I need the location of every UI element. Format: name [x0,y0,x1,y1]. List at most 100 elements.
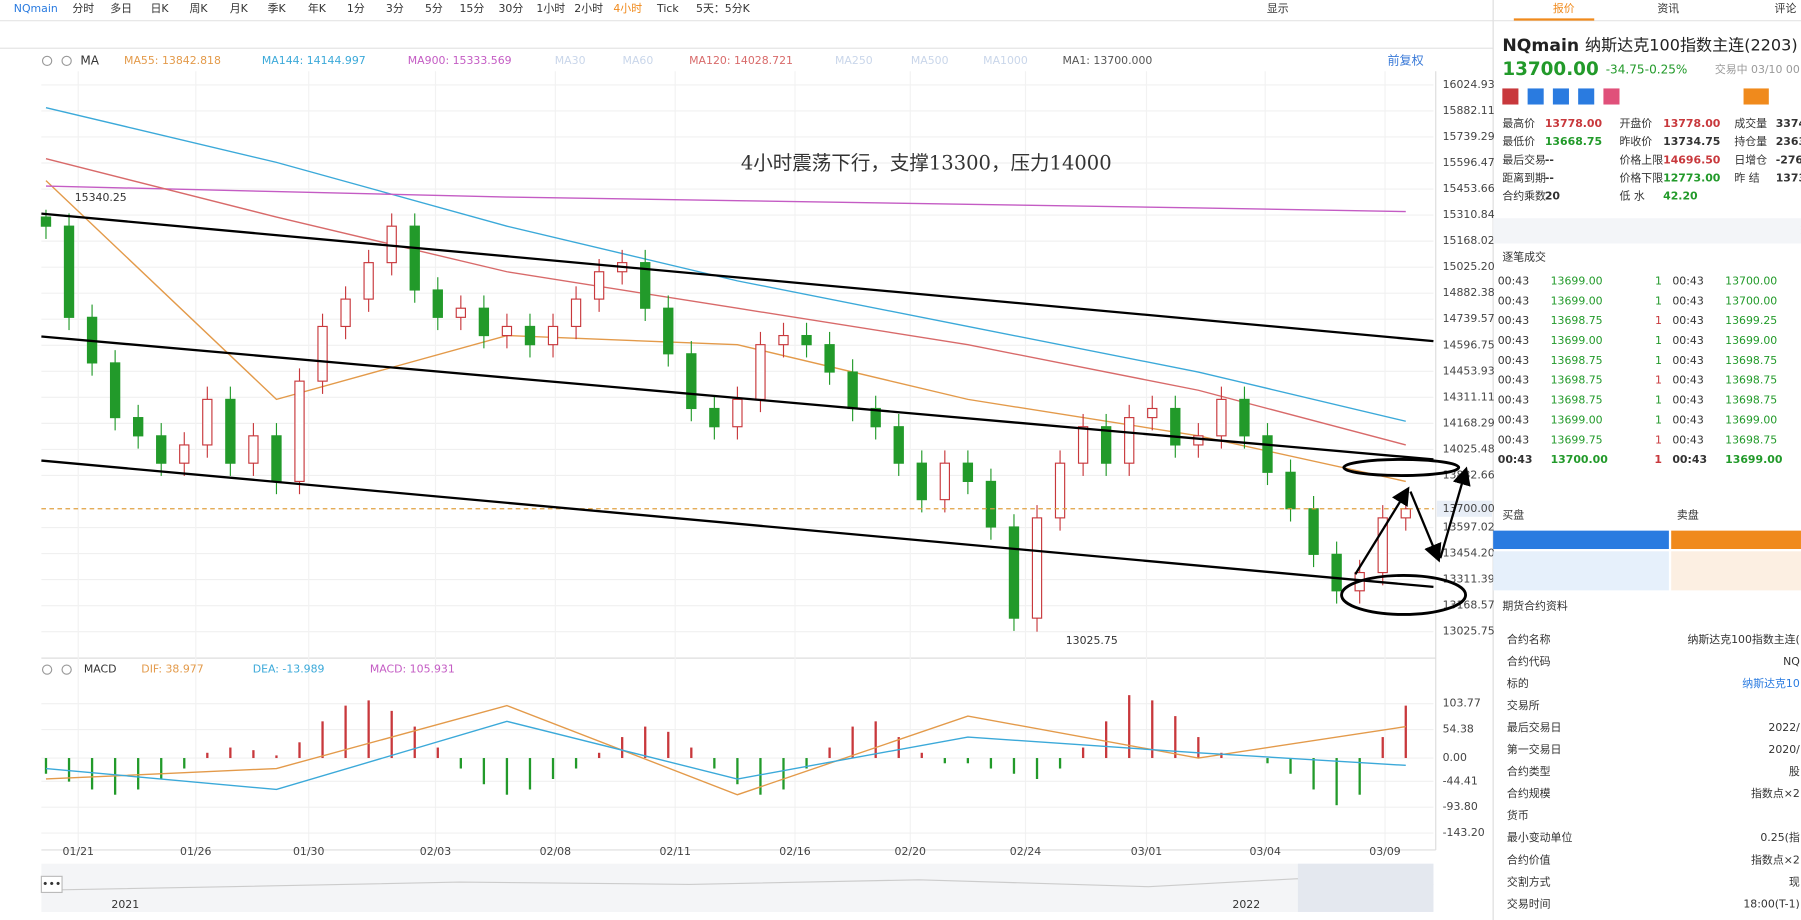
trade-cell: 13698.75 [1551,374,1603,387]
toolbar-item[interactable]: 分时 [72,2,94,15]
close-icon[interactable] [61,664,72,675]
adjust-toggle[interactable]: 前复权 [1387,52,1423,67]
candle-body [778,334,789,346]
price: 13700.00 [1502,59,1598,80]
x-tick-label: 01/21 [63,845,94,858]
navigator-menu[interactable] [40,875,63,894]
close-icon[interactable] [61,55,72,67]
contract-label: 合约代码 [1507,654,1551,668]
tab[interactable]: 资讯 [1657,2,1679,15]
contract-label: 最小变动单位 [1507,830,1573,844]
candle-body [1262,435,1273,473]
navigator-line [41,878,1434,891]
toolbar-item[interactable]: 4小时 [613,2,642,15]
toolbar-item[interactable]: 3分 [386,2,404,15]
icon[interactable] [1527,88,1544,105]
toolbar-item[interactable]: 30分 [499,2,524,15]
contract-value: 纳斯达克100指数主连( [1687,632,1799,646]
toolbar-item[interactable]: 5天：5分K [696,2,751,15]
display-menu[interactable]: 显示 [1267,2,1289,15]
x-tick-label: 02/08 [540,845,571,858]
legend-entry-inactive[interactable]: MA30 [555,54,586,67]
trade-cell: 1 [1655,413,1662,426]
macd-line [45,720,1406,791]
candle-body [455,307,467,318]
toolbar-item[interactable]: 1分 [347,2,365,15]
toolbar-item[interactable]: 15分 [459,2,484,15]
stat-label: 最低价 [1502,135,1535,148]
toolbar-item[interactable]: Tick [656,2,679,15]
settings-icon[interactable] [41,664,53,675]
icon[interactable] [1502,88,1519,105]
legend-entry: MA55: 13842.818 [124,54,221,67]
macd-bar [275,755,278,759]
icon[interactable] [1578,88,1595,105]
toolbar-item[interactable]: 年K [308,1,327,15]
candle-body [870,407,881,428]
indicator-name: MA [80,53,99,67]
macd-bar [920,752,923,759]
macd-bar [713,758,716,769]
settings-icon[interactable] [41,55,53,67]
trade-cell: 13698.75 [1725,354,1777,367]
navigator-menu-dots[interactable]: ••• [42,877,61,890]
trade-cell: 13699.00 [1725,453,1783,466]
contract-label: 交易所 [1507,698,1540,712]
candle-body [202,398,213,446]
trade-cell: 1 [1655,334,1662,347]
toolbar-item[interactable]: 5分 [425,2,443,15]
tab[interactable]: 报价 [1553,1,1575,15]
legend-entry-inactive[interactable]: MA500 [911,54,949,67]
candle-body [409,225,420,291]
stat-value: -- [1545,153,1554,166]
macd-bar [482,758,486,785]
book-title: 买盘 [1502,508,1524,522]
macd-bar [367,700,370,759]
navigator[interactable] [41,863,1434,912]
y-tick-label: 14739.57 [1443,312,1495,325]
candle-body [248,435,259,464]
contract-label: 合约名称 [1507,632,1551,646]
toolbar-item[interactable]: 多日 [110,1,132,15]
toolbar-item[interactable]: NQmain [14,2,58,15]
toolbar-item[interactable]: 周K [190,2,209,15]
trade-cell: 00:43 [1672,314,1703,327]
macd-bar [1335,758,1338,806]
legend-entry-inactive[interactable]: MA60 [623,54,654,67]
stat-value: 12773.00 [1663,171,1721,184]
stat-value: 20 [1545,190,1561,203]
candle-body [1054,462,1066,519]
macd-bar [67,758,71,782]
candle-body [1285,471,1296,510]
toolbar-item[interactable]: 季K [268,2,287,15]
icon[interactable] [1603,88,1620,105]
legend-entry-inactive[interactable]: MA250 [835,54,873,67]
candle-body [1308,508,1319,555]
macd-bar [1381,737,1384,759]
trade-cell: 13699.00 [1551,334,1603,347]
candle-body [686,353,697,410]
toolbar-item[interactable]: 月K [230,2,249,15]
trade-cell: 00:43 [1672,433,1703,446]
legend-entry-inactive[interactable]: MA1000 [983,54,1028,67]
y-tick-label: 103.77 [1443,697,1481,710]
navigator-window[interactable] [1297,863,1434,912]
x-tick-label: 02/11 [659,845,690,858]
stat-value: -- [1545,171,1554,184]
toolbar-item[interactable]: 日K [150,2,169,15]
stat-label: 最后交易 [1502,152,1546,166]
stat-label: 昨 结 [1734,171,1759,184]
annotation: 4小时震荡下行，支撑13300，压力14000 [741,152,1112,175]
tab[interactable]: 评论 [1775,1,1797,15]
candle-body [916,462,927,501]
toolbar-item[interactable]: 2小时 [574,2,603,15]
trade-cell: 13698.75 [1551,314,1603,327]
candle-body [755,344,766,400]
high-label: 15340.25 [75,191,127,204]
contract-value: 2020/ [1768,743,1800,756]
toolbar-item[interactable]: 1小时 [536,2,565,15]
icon[interactable] [1552,88,1569,105]
contract-label: 标的 [1507,676,1529,690]
quote-panel [1493,0,1801,920]
